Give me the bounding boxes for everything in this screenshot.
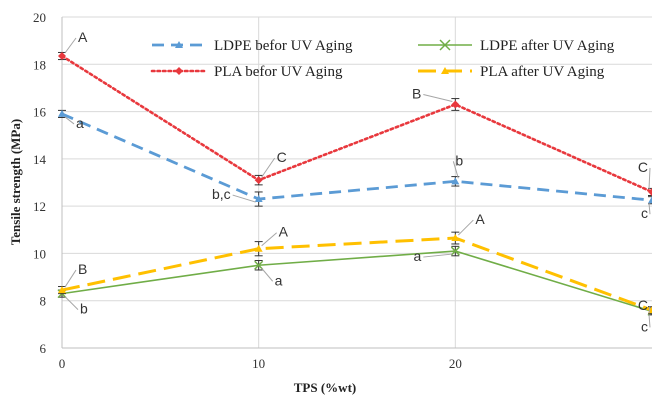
significance-letter: A	[475, 211, 485, 227]
legend-marker	[175, 41, 183, 48]
data-point	[58, 286, 66, 294]
data-point	[254, 244, 263, 252]
tick-labels: 6 8 10 12 14 16 18 20 0 10 20	[33, 10, 462, 371]
significance-letter: B	[78, 261, 87, 277]
y-tick-label: 8	[40, 294, 47, 309]
annotation-leader	[232, 194, 256, 203]
legend-marker	[441, 67, 449, 74]
annotation-leader	[648, 203, 651, 215]
data-point	[451, 177, 460, 185]
series-line	[60, 54, 652, 194]
y-tick-label: 6	[40, 341, 47, 356]
significance-letter: c	[641, 205, 648, 221]
significance-letter: A	[279, 224, 289, 240]
annotation-leader	[64, 116, 75, 125]
x-tick-label: 10	[252, 356, 265, 371]
data-point	[450, 246, 460, 256]
annotation-leader	[64, 296, 79, 310]
x-tick-label: 0	[59, 356, 66, 371]
data-point	[451, 234, 460, 242]
annotation-leader	[648, 306, 651, 314]
y-tick-label: 20	[33, 10, 46, 25]
data-point	[451, 100, 460, 109]
y-tick-label: 10	[33, 246, 46, 261]
significance-letter: C	[277, 149, 287, 165]
annotation-leader	[423, 93, 453, 102]
annotation-leader	[64, 37, 77, 54]
significance-letter: b	[80, 301, 88, 317]
significance-letter: C	[638, 297, 648, 313]
y-tick-label: 14	[33, 152, 47, 167]
y-tick-label: 18	[33, 57, 46, 72]
legend: LDPE befor UV Aging LDPE after UV Aging PL…	[150, 38, 615, 80]
significance-letter: c	[641, 318, 648, 334]
legend-marker	[175, 67, 183, 75]
data-point	[254, 195, 263, 203]
data-point	[648, 306, 652, 314]
annotation-leader	[452, 161, 459, 179]
data-point	[254, 176, 263, 185]
x-tick-label: 20	[449, 356, 462, 371]
significance-letter: C	[638, 159, 648, 175]
legend-label: PLA after UV Aging	[480, 64, 605, 80]
legend-label: PLA befor UV Aging	[214, 64, 343, 80]
data-point	[254, 260, 264, 270]
data-point	[58, 52, 66, 61]
annotation-leader	[648, 167, 651, 189]
legend-label: LDPE after UV Aging	[480, 38, 615, 54]
annotations: a b,c b c A C B Cb a a c B A A C	[64, 29, 651, 334]
annotation-leader	[261, 267, 274, 282]
significance-letter: A	[78, 29, 88, 45]
annotation-leader	[64, 269, 77, 288]
series-group	[57, 51, 652, 316]
series-line	[61, 236, 652, 312]
annotation-leader	[423, 253, 453, 258]
series-line	[61, 250, 652, 313]
y-tick-label: 16	[33, 105, 47, 120]
annotation-leader	[261, 232, 277, 247]
legend-marker	[439, 39, 451, 51]
significance-letter: a	[414, 248, 422, 264]
significance-letter: a	[76, 115, 84, 131]
y-tick-label: 12	[33, 199, 46, 214]
data-point	[58, 109, 66, 117]
significance-letter: a	[275, 272, 283, 288]
annotation-leader	[261, 157, 276, 178]
annotation-leader	[648, 314, 651, 328]
x-axis-title: TPS (%wt)	[294, 380, 356, 395]
data-point	[648, 187, 652, 196]
legend-label: LDPE befor UV Aging	[214, 38, 353, 54]
significance-letter: b	[455, 152, 463, 168]
significance-letter: b,c	[212, 186, 231, 202]
series-line	[61, 112, 652, 202]
grid-lines	[62, 16, 652, 348]
significance-letter: B	[412, 85, 421, 101]
y-axis-title: Tensile strength (MPa)	[8, 119, 23, 245]
annotation-leader	[457, 219, 474, 236]
data-point	[648, 196, 652, 204]
